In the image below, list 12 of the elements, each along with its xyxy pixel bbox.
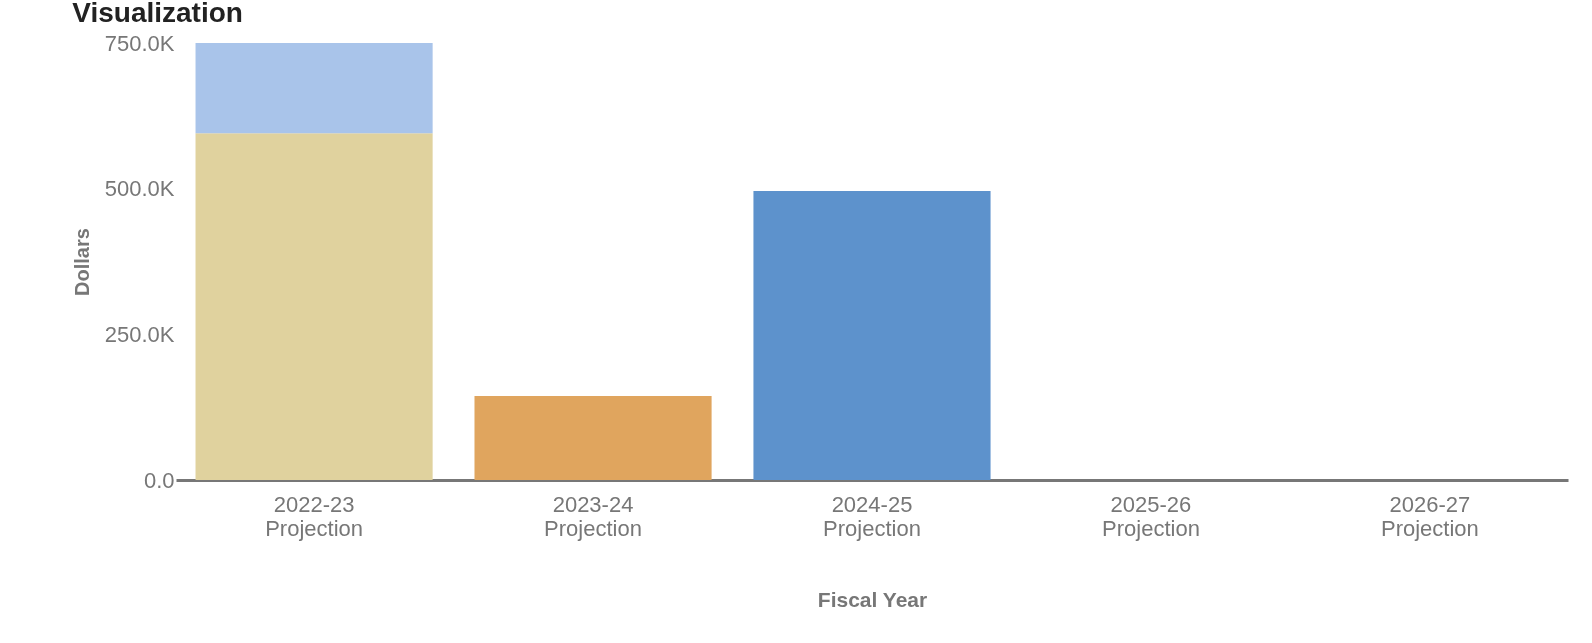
x-tick-label: 2026-27 Projection xyxy=(1380,491,1479,541)
x-axis-title: Fiscal Year xyxy=(817,587,928,611)
x-tick-label: 2022-23 Projection xyxy=(265,491,364,541)
y-tick-label: 0.0 xyxy=(143,467,175,493)
y-tick-label: 750.0K xyxy=(104,30,175,56)
x-tick-label: 2025-26 Projection xyxy=(1102,491,1200,541)
chart-title: Visualization xyxy=(72,0,243,28)
y-tick-label: 250.0K xyxy=(104,321,175,347)
y-axis-title: Dollars xyxy=(70,228,93,296)
y-tick-label: 500.0K xyxy=(104,176,175,202)
x-tick-label: 2023-24 Projection xyxy=(544,491,642,541)
x-tick-label: 2024-25 Projection xyxy=(823,491,921,541)
